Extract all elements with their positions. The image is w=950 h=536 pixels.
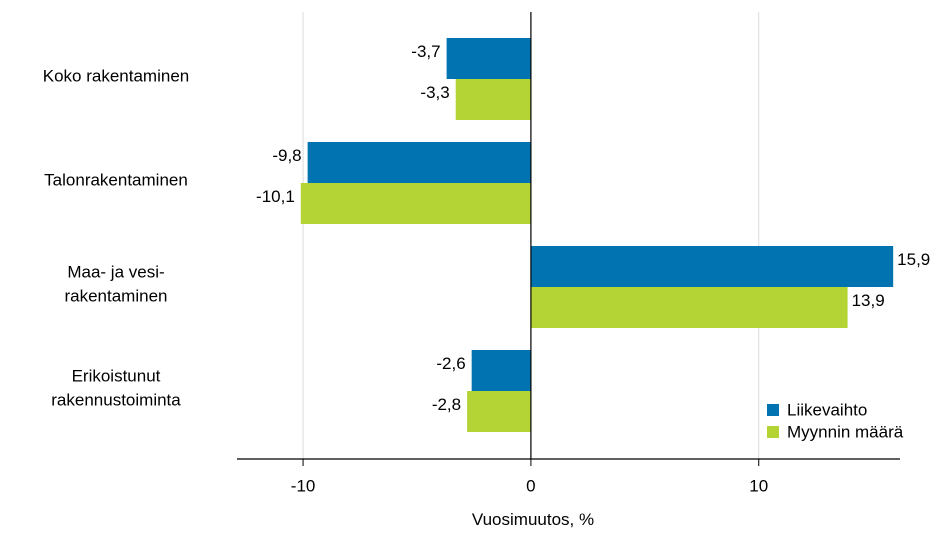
category-label: rakennustoiminta — [51, 390, 181, 409]
bar-value-label: -2,8 — [432, 395, 461, 414]
legend-swatch — [767, 404, 779, 416]
bar-myynnin-maara — [455, 79, 531, 120]
gridlines — [302, 12, 760, 459]
bars — [300, 38, 894, 432]
bar-value-label: 15,9 — [897, 250, 930, 269]
bar-myynnin-maara — [467, 391, 531, 432]
bar-liikevaihto — [471, 350, 531, 391]
x-axis-ticks: -10 0 10 — [291, 459, 768, 495]
bar-value-label: -2,6 — [436, 354, 465, 373]
category-labels: Koko rakentaminen Talonrakentaminen Maa- j… — [43, 66, 189, 409]
legend: Liikevaihto Myynnin määrä — [767, 400, 904, 441]
bar-liikevaihto — [530, 246, 894, 287]
category-label: Koko rakentaminen — [43, 66, 189, 85]
legend-label: Myynnin määrä — [787, 422, 904, 441]
bar-value-label: -10,1 — [256, 187, 295, 206]
category-label: Talonrakentaminen — [44, 170, 188, 189]
x-tick-label: 10 — [749, 476, 768, 495]
bar-value-label: -9,8 — [272, 146, 301, 165]
x-axis-title: Vuosimuutos, % — [471, 510, 595, 529]
legend-label: Liikevaihto — [787, 400, 867, 419]
x-tick-label: 0 — [526, 476, 535, 495]
legend-swatch — [767, 426, 779, 438]
bar-myynnin-maara — [300, 183, 531, 224]
category-label: Erikoistunut — [72, 366, 161, 385]
value-labels: -3,7 -9,8 15,9 -2,6 -3,3 -10,1 13,9 -2,8 — [256, 42, 930, 414]
category-label: Maa- ja vesi- — [67, 262, 164, 281]
bar-value-label: 13,9 — [852, 291, 885, 310]
bar-liikevaihto — [307, 142, 531, 183]
bar-value-label: -3,3 — [420, 83, 449, 102]
x-tick-label: -10 — [291, 476, 316, 495]
category-label: rakentaminen — [64, 286, 167, 305]
bar-myynnin-maara — [530, 287, 848, 328]
bar-liikevaihto — [446, 38, 531, 79]
bar-value-label: -3,7 — [411, 42, 440, 61]
